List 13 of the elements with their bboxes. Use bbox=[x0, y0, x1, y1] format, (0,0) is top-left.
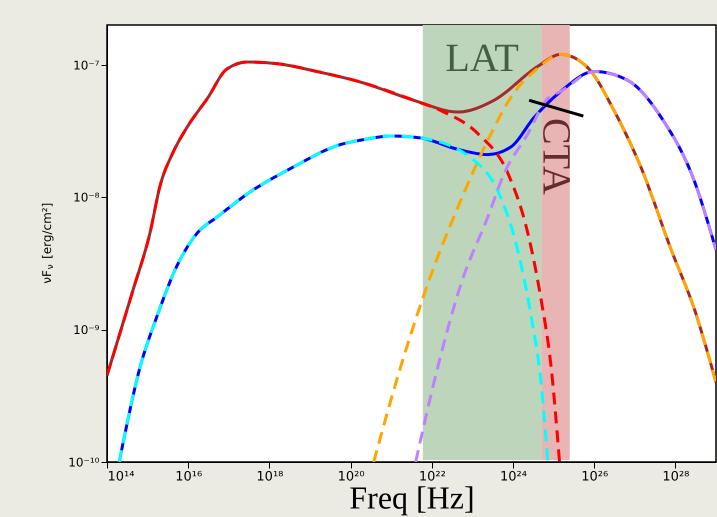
x-tick-label: 10²⁸ bbox=[662, 470, 690, 484]
y-tick-label: 10⁻⁹ bbox=[73, 323, 100, 338]
y-tick-label: 10⁻¹⁰ bbox=[68, 456, 100, 470]
y-tick-label: 10⁻⁸ bbox=[73, 190, 100, 205]
y-axis-title: νFν [erg/cm²] bbox=[40, 202, 56, 284]
y-tick-label: 10⁻⁷ bbox=[73, 58, 100, 72]
band-label: CTA bbox=[534, 118, 580, 195]
band-label: LAT bbox=[445, 35, 519, 80]
x-tick-label: 10¹⁸ bbox=[256, 470, 284, 484]
x-tick-label: 10²⁴ bbox=[500, 470, 527, 484]
x-tick-label: 10¹⁶ bbox=[175, 470, 202, 484]
x-tick-label: 10¹⁴ bbox=[108, 470, 134, 484]
x-tick-label: 10²⁶ bbox=[581, 470, 608, 484]
